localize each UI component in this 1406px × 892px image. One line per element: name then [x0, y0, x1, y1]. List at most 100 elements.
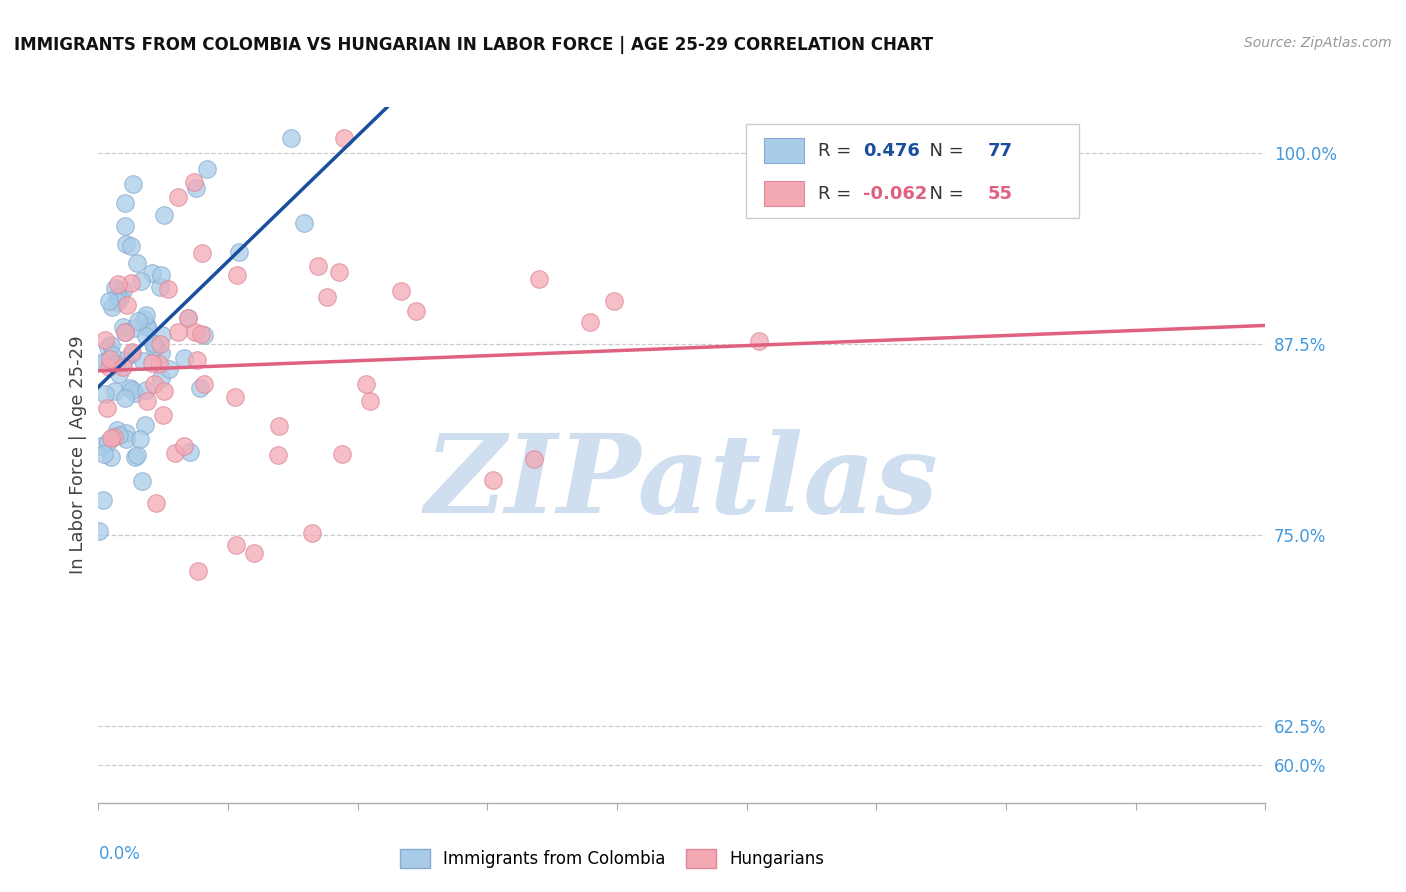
Point	[188, 381, 211, 395]
Point	[94, 334, 117, 348]
Point	[96, 401, 118, 416]
Point	[104, 384, 127, 398]
Point	[127, 256, 149, 270]
Text: ZIPatlas: ZIPatlas	[425, 429, 939, 536]
Point	[120, 381, 142, 395]
Point	[280, 130, 302, 145]
Point	[107, 277, 129, 291]
Point	[100, 450, 122, 465]
Point	[134, 418, 156, 433]
Text: -0.062: -0.062	[863, 185, 927, 202]
Point	[226, 268, 249, 282]
Point	[359, 393, 381, 408]
Point	[173, 351, 195, 366]
Point	[122, 321, 145, 335]
Point	[135, 383, 157, 397]
Text: 55: 55	[987, 185, 1012, 202]
Point	[120, 277, 142, 291]
Point	[143, 377, 166, 392]
Point	[148, 357, 170, 371]
Point	[328, 265, 350, 279]
Point	[157, 362, 180, 376]
Point	[225, 538, 247, 552]
Point	[98, 352, 121, 367]
Point	[579, 315, 602, 329]
Point	[183, 176, 205, 190]
Point	[243, 546, 266, 560]
Point	[141, 266, 163, 280]
Text: R =: R =	[818, 142, 858, 160]
Point	[121, 345, 143, 359]
Point	[193, 328, 215, 343]
Point	[97, 293, 120, 308]
Point	[114, 196, 136, 211]
Point	[93, 387, 115, 401]
Point	[135, 328, 157, 343]
Point	[163, 445, 186, 459]
FancyBboxPatch shape	[763, 181, 804, 206]
Point	[121, 383, 143, 397]
Point	[114, 325, 136, 339]
Point	[135, 393, 157, 408]
Text: 0.0%: 0.0%	[98, 845, 141, 863]
Point	[108, 367, 131, 381]
Point	[114, 219, 136, 233]
Point	[316, 290, 339, 304]
Point	[152, 409, 174, 423]
Point	[117, 297, 139, 311]
Point	[122, 177, 145, 191]
Text: R =: R =	[818, 185, 858, 202]
Point	[332, 130, 354, 145]
Point	[120, 239, 142, 253]
Point	[141, 356, 163, 370]
Point	[167, 325, 190, 339]
Point	[179, 444, 201, 458]
Point	[527, 272, 550, 286]
Point	[166, 190, 188, 204]
Point	[97, 435, 120, 450]
Point	[136, 318, 159, 333]
Point	[100, 338, 122, 352]
Point	[105, 423, 128, 437]
Point	[91, 356, 114, 370]
Point	[105, 290, 128, 304]
Point	[101, 300, 124, 314]
FancyBboxPatch shape	[747, 124, 1078, 219]
Legend: Immigrants from Colombia, Hungarians: Immigrants from Colombia, Hungarians	[394, 842, 831, 874]
Point	[111, 360, 134, 375]
Point	[193, 376, 215, 391]
Point	[190, 245, 212, 260]
Point	[748, 334, 770, 348]
Point	[354, 376, 377, 391]
Point	[143, 340, 166, 354]
Point	[195, 162, 218, 177]
Point	[91, 493, 114, 508]
Point	[105, 357, 128, 371]
Point	[149, 268, 172, 282]
Point	[105, 295, 128, 310]
Text: N =: N =	[918, 185, 969, 202]
Point	[602, 294, 624, 309]
Point	[177, 311, 200, 326]
Point	[101, 348, 124, 362]
Point	[405, 303, 427, 318]
Point	[134, 312, 156, 326]
Point	[145, 340, 167, 354]
Point	[127, 314, 149, 328]
Point	[131, 474, 153, 488]
Point	[135, 319, 157, 334]
Point	[153, 384, 176, 399]
Point	[173, 439, 195, 453]
Point	[91, 355, 114, 369]
Point	[128, 433, 150, 447]
Point	[481, 473, 503, 487]
Point	[301, 526, 323, 541]
Point	[115, 236, 138, 251]
Point	[150, 371, 173, 385]
Point	[187, 565, 209, 579]
Point	[186, 352, 208, 367]
Point	[103, 430, 125, 444]
Point	[152, 208, 174, 222]
Point	[143, 337, 166, 351]
Point	[269, 419, 291, 434]
